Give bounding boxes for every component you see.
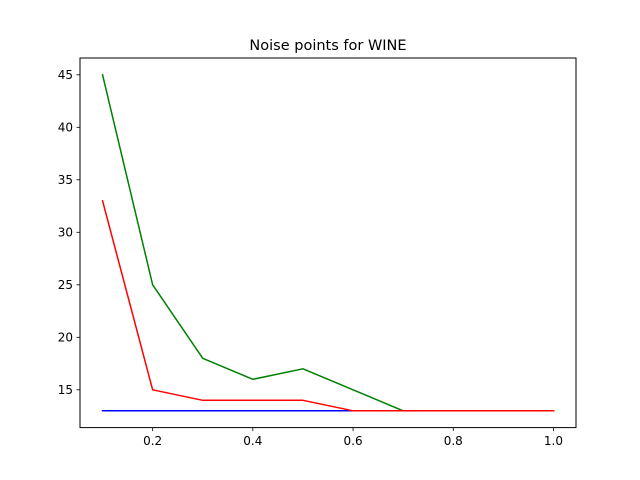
y-tick-label: 25	[58, 278, 73, 292]
y-tick-label: 30	[58, 226, 73, 240]
y-tick-label: 20	[58, 331, 73, 345]
chart-title: Noise points for WINE	[249, 38, 406, 54]
y-axis: 15 20 25 30 35 40 45	[58, 68, 80, 397]
y-tick-label: 45	[58, 68, 73, 82]
x-tick-label: 1.0	[544, 434, 563, 448]
x-tick-label: 0.2	[143, 434, 162, 448]
series-layer	[101, 73, 555, 412]
series-line-2	[101, 199, 555, 412]
y-tick-label: 40	[58, 121, 73, 135]
plot-area-frame	[79, 57, 577, 429]
y-tick-label: 15	[58, 383, 73, 397]
x-tick-label: 0.8	[444, 434, 463, 448]
x-tick-label: 0.4	[243, 434, 262, 448]
y-tick-label: 35	[58, 173, 73, 187]
x-tick-label: 0.6	[344, 434, 363, 448]
x-axis: 0.2 0.4 0.6 0.8 1.0	[143, 427, 563, 448]
